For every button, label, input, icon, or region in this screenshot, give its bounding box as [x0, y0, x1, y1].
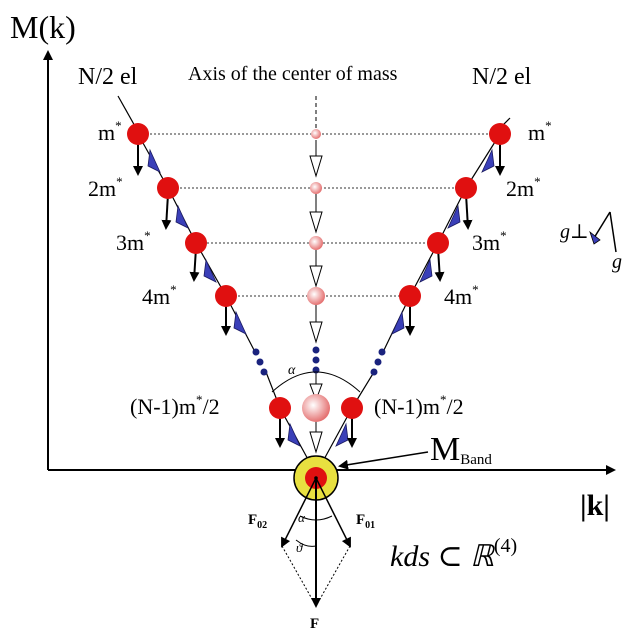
center-hollow-arrows [309, 140, 323, 454]
right-blue-arrows [335, 148, 495, 447]
left-blue-arrows [147, 148, 301, 447]
left-group-label: N/2 el [78, 64, 138, 90]
band-pointer [338, 451, 429, 470]
x-axis-label: |k| [580, 489, 610, 522]
alpha-label-bottom: α [298, 510, 306, 525]
right-particles [341, 123, 511, 419]
label-m4-right: 4m* [444, 282, 479, 309]
band-label: MBand [430, 431, 492, 468]
g-perp-arrow [593, 211, 611, 239]
force-f01-arrow [315, 477, 351, 548]
theta-arc [295, 539, 317, 547]
left-group-pointer [117, 95, 137, 129]
label-m1-left: m* [98, 118, 122, 145]
label-m2-right: 2m* [506, 174, 541, 201]
f02-label: F02 [248, 512, 267, 531]
force-f02-arrow [281, 477, 317, 548]
alpha-arc-top [271, 371, 361, 393]
f-label: F [310, 616, 319, 632]
alpha-label-top: α [288, 363, 296, 378]
label-m2-left: 2m* [88, 174, 123, 201]
g-label: g [612, 251, 622, 273]
center-axis-label: Axis of the center of mass [188, 63, 398, 85]
force-parallelogram [281, 545, 351, 607]
alpha-arc-bottom [299, 515, 333, 521]
dot-chains [252, 346, 386, 376]
label-m3-left: 3m* [116, 228, 151, 255]
theta-label: ϑ [296, 540, 303, 555]
left-particles [127, 123, 291, 419]
label-m4-left: 4m* [142, 282, 177, 309]
label-mlast-left: (N-1)m*/2 [130, 392, 220, 419]
y-axis-label: M(k) [10, 9, 76, 45]
label-mlast-right: (N-1)m*/2 [374, 392, 464, 419]
g-perp-label: g⊥ [560, 221, 589, 243]
space-label: kds ⊂ ℝ(4) [390, 535, 517, 573]
label-m3-right: 3m* [472, 228, 507, 255]
label-m1-right: m* [528, 118, 552, 145]
g-perp-arrowhead [589, 230, 601, 245]
right-group-label: N/2 el [472, 64, 532, 90]
g-arrow [609, 211, 617, 253]
center-particles [302, 129, 330, 422]
f01-label: F01 [356, 512, 375, 531]
